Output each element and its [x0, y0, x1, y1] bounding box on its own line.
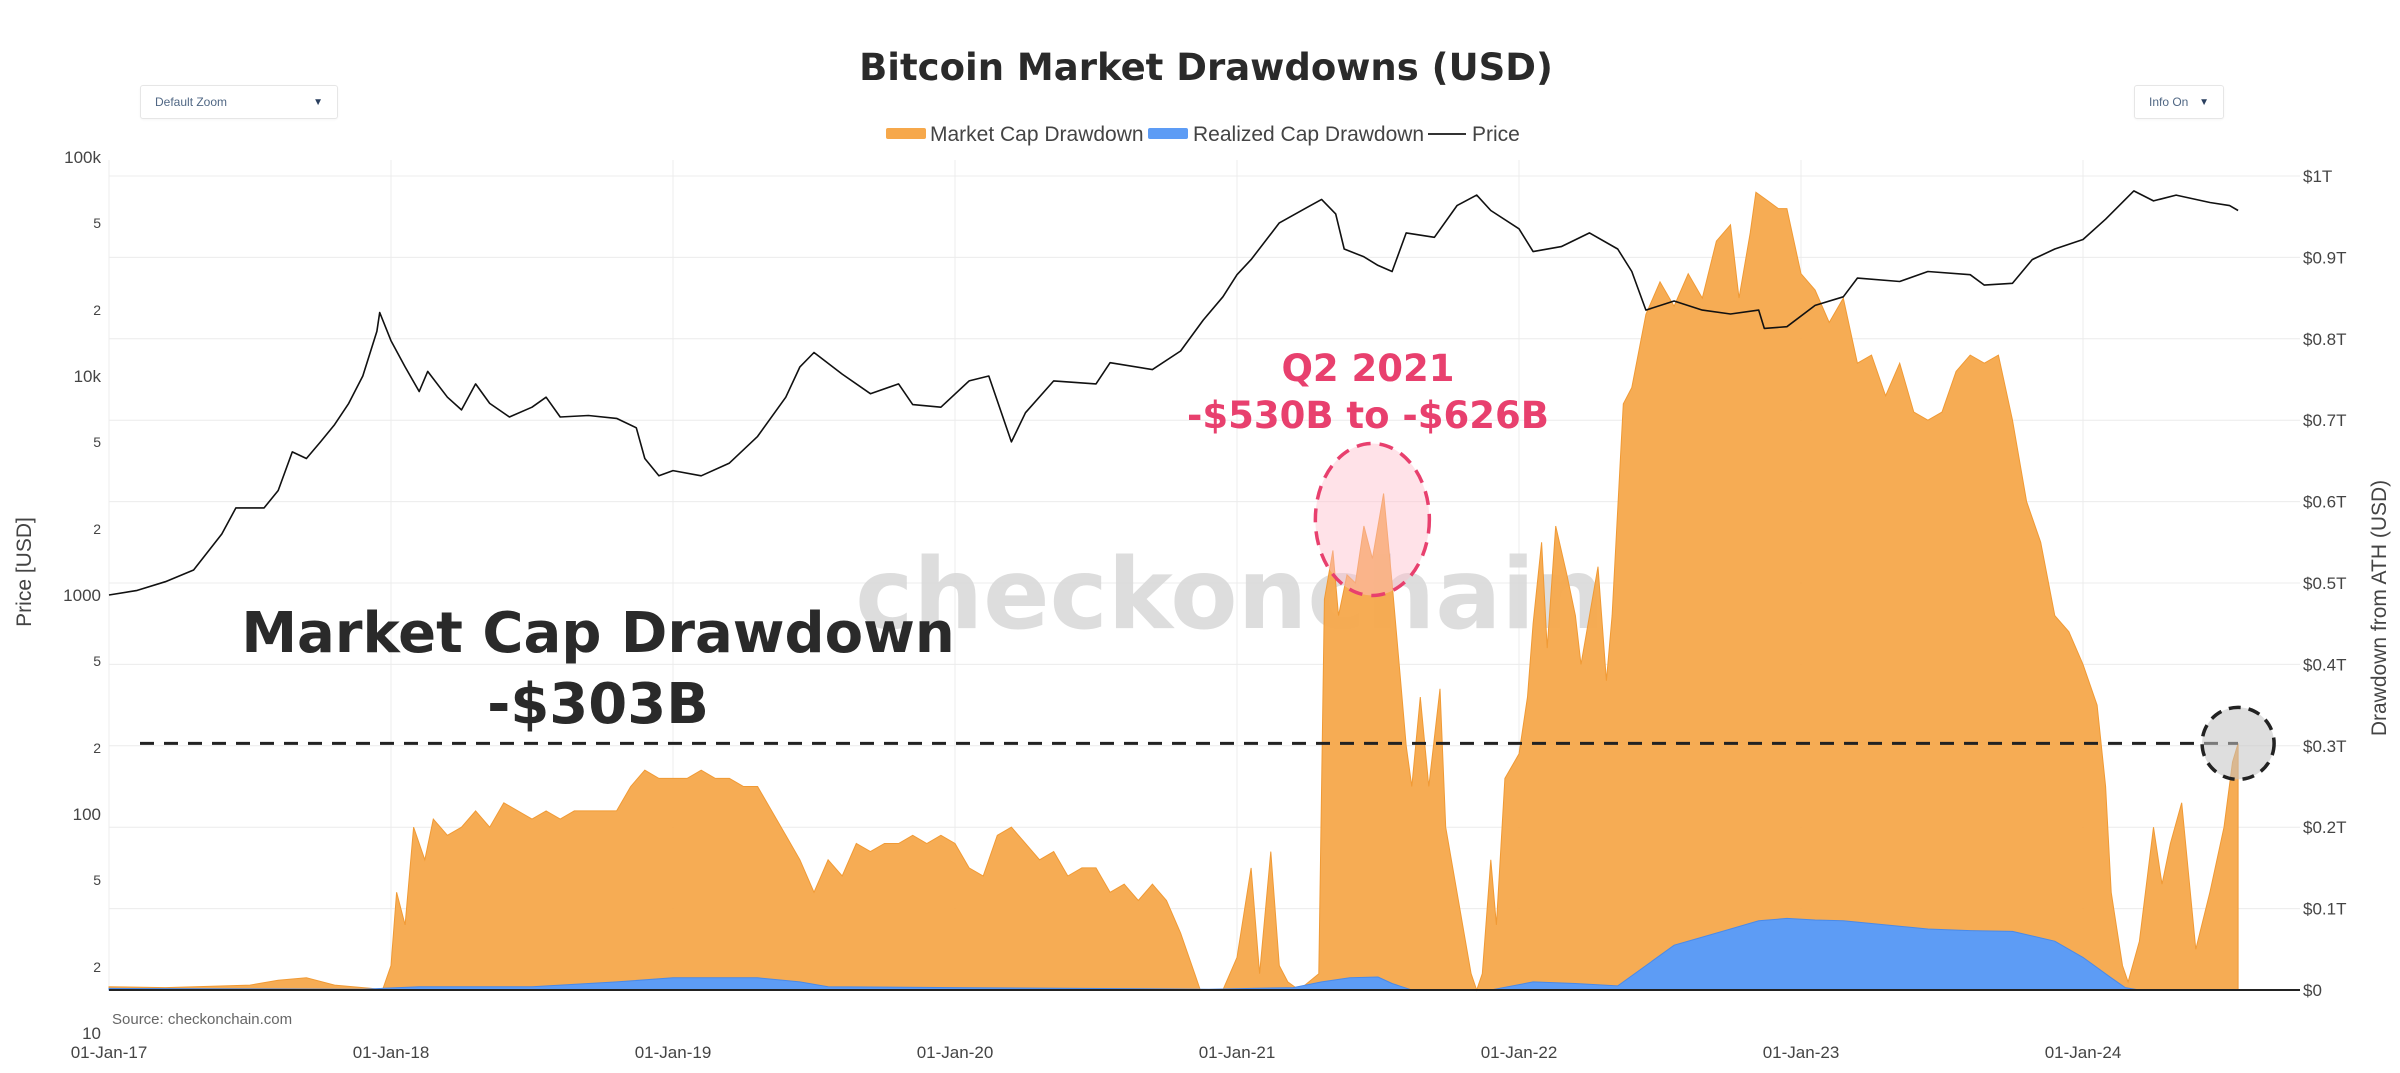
legend-label-realized-cap: Realized Cap Drawdown — [1193, 123, 1424, 146]
y-right-axis-title: Drawdown from ATH (USD) — [2368, 480, 2391, 736]
y-left-minor-tick-label: 2 — [93, 959, 101, 975]
zoom-dropdown[interactable]: Default Zoom ▼ — [140, 85, 338, 119]
y-right-tick-label: $0.5T — [2303, 574, 2346, 593]
x-tick-label: 01-Jan-18 — [353, 1043, 430, 1062]
legend-swatch-market-cap — [886, 128, 926, 139]
y-left-tick-label: 100 — [73, 805, 101, 824]
legend[interactable]: Market Cap Drawdown Realized Cap Drawdow… — [886, 123, 1520, 146]
annotation-market-cap-title: Market Cap Drawdown — [241, 601, 954, 666]
y-right-tick-label: $0.1T — [2303, 900, 2346, 919]
y-left-minor-tick-label: 5 — [93, 872, 101, 888]
x-tick-label: 01-Jan-23 — [1763, 1043, 1840, 1062]
zoom-dropdown-label: Default Zoom — [155, 95, 228, 109]
y-left-minor-tick-label: 2 — [93, 521, 101, 537]
annotation-q2-title: Q2 2021 — [1281, 347, 1454, 390]
y-left-tick-label: 10 — [82, 1024, 101, 1043]
info-dropdown[interactable]: Info On ▼ — [2134, 85, 2224, 119]
axes: 01-Jan-17 01-Jan-18 01-Jan-19 01-Jan-20 01-J… — [63, 148, 2346, 1062]
current-drawdown-circle — [2200, 705, 2276, 782]
y-right-tick-label: $0.9T — [2303, 248, 2346, 267]
price-series — [108, 190, 2239, 596]
x-tick-label: 01-Jan-20 — [917, 1043, 994, 1062]
chart-title: Bitcoin Market Drawdowns (USD) — [859, 46, 1553, 89]
y-left-minor-tick-label: 2 — [93, 740, 101, 756]
x-tick-label: 01-Jan-17 — [71, 1043, 148, 1062]
watermark: checkonchain — [855, 538, 1604, 652]
info-dropdown-label: Info On — [2149, 95, 2189, 109]
x-tick-label: 01-Jan-22 — [1481, 1043, 1558, 1062]
x-tick-label: 01-Jan-19 — [635, 1043, 712, 1062]
y-left-tick-label: 100k — [64, 148, 101, 167]
source-credit: Source: checkonchain.com — [112, 1011, 292, 1028]
legend-label-price: Price — [1472, 123, 1520, 146]
annotation-market-cap-value: -$303B — [487, 672, 709, 737]
realized-cap-drawdown-area — [108, 917, 2239, 991]
y-left-minor-tick-label: 2 — [93, 302, 101, 318]
legend-swatch-realized-cap — [1148, 128, 1188, 139]
y-right-tick-label: $0 — [2303, 981, 2322, 1000]
annotation-q2-range: -$530B to -$626B — [1187, 394, 1549, 437]
y-left-minor-tick-label: 5 — [93, 215, 101, 231]
x-tick-label: 01-Jan-24 — [2045, 1043, 2122, 1062]
y-right-tick-label: $0.4T — [2303, 655, 2346, 674]
y-right-tick-label: $0.7T — [2303, 411, 2346, 430]
q2-2021-highlight-ellipse — [1313, 441, 1432, 598]
chevron-down-icon: ▼ — [2199, 96, 2209, 108]
price-line — [108, 190, 2239, 596]
y-right-tick-label: $0.2T — [2303, 818, 2346, 837]
y-left-axis-title: Price [USD] — [13, 517, 36, 627]
y-left-minor-tick-label: 5 — [93, 434, 101, 450]
y-left-tick-label: 1000 — [63, 586, 101, 605]
legend-label-market-cap: Market Cap Drawdown — [930, 123, 1144, 146]
y-right-tick-label: $0.6T — [2303, 493, 2346, 512]
y-left-minor-tick-label: 5 — [93, 653, 101, 669]
market-cap-drawdown-area — [108, 191, 2239, 992]
y-left-tick-label: 10k — [74, 367, 102, 386]
y-right-tick-label: $0.8T — [2303, 330, 2346, 349]
y-right-tick-label: $1T — [2303, 167, 2332, 186]
chevron-down-icon: ▼ — [313, 96, 323, 108]
area-series — [108, 191, 2239, 992]
x-tick-label: 01-Jan-21 — [1199, 1043, 1276, 1062]
y-right-tick-label: $0.3T — [2303, 737, 2346, 756]
